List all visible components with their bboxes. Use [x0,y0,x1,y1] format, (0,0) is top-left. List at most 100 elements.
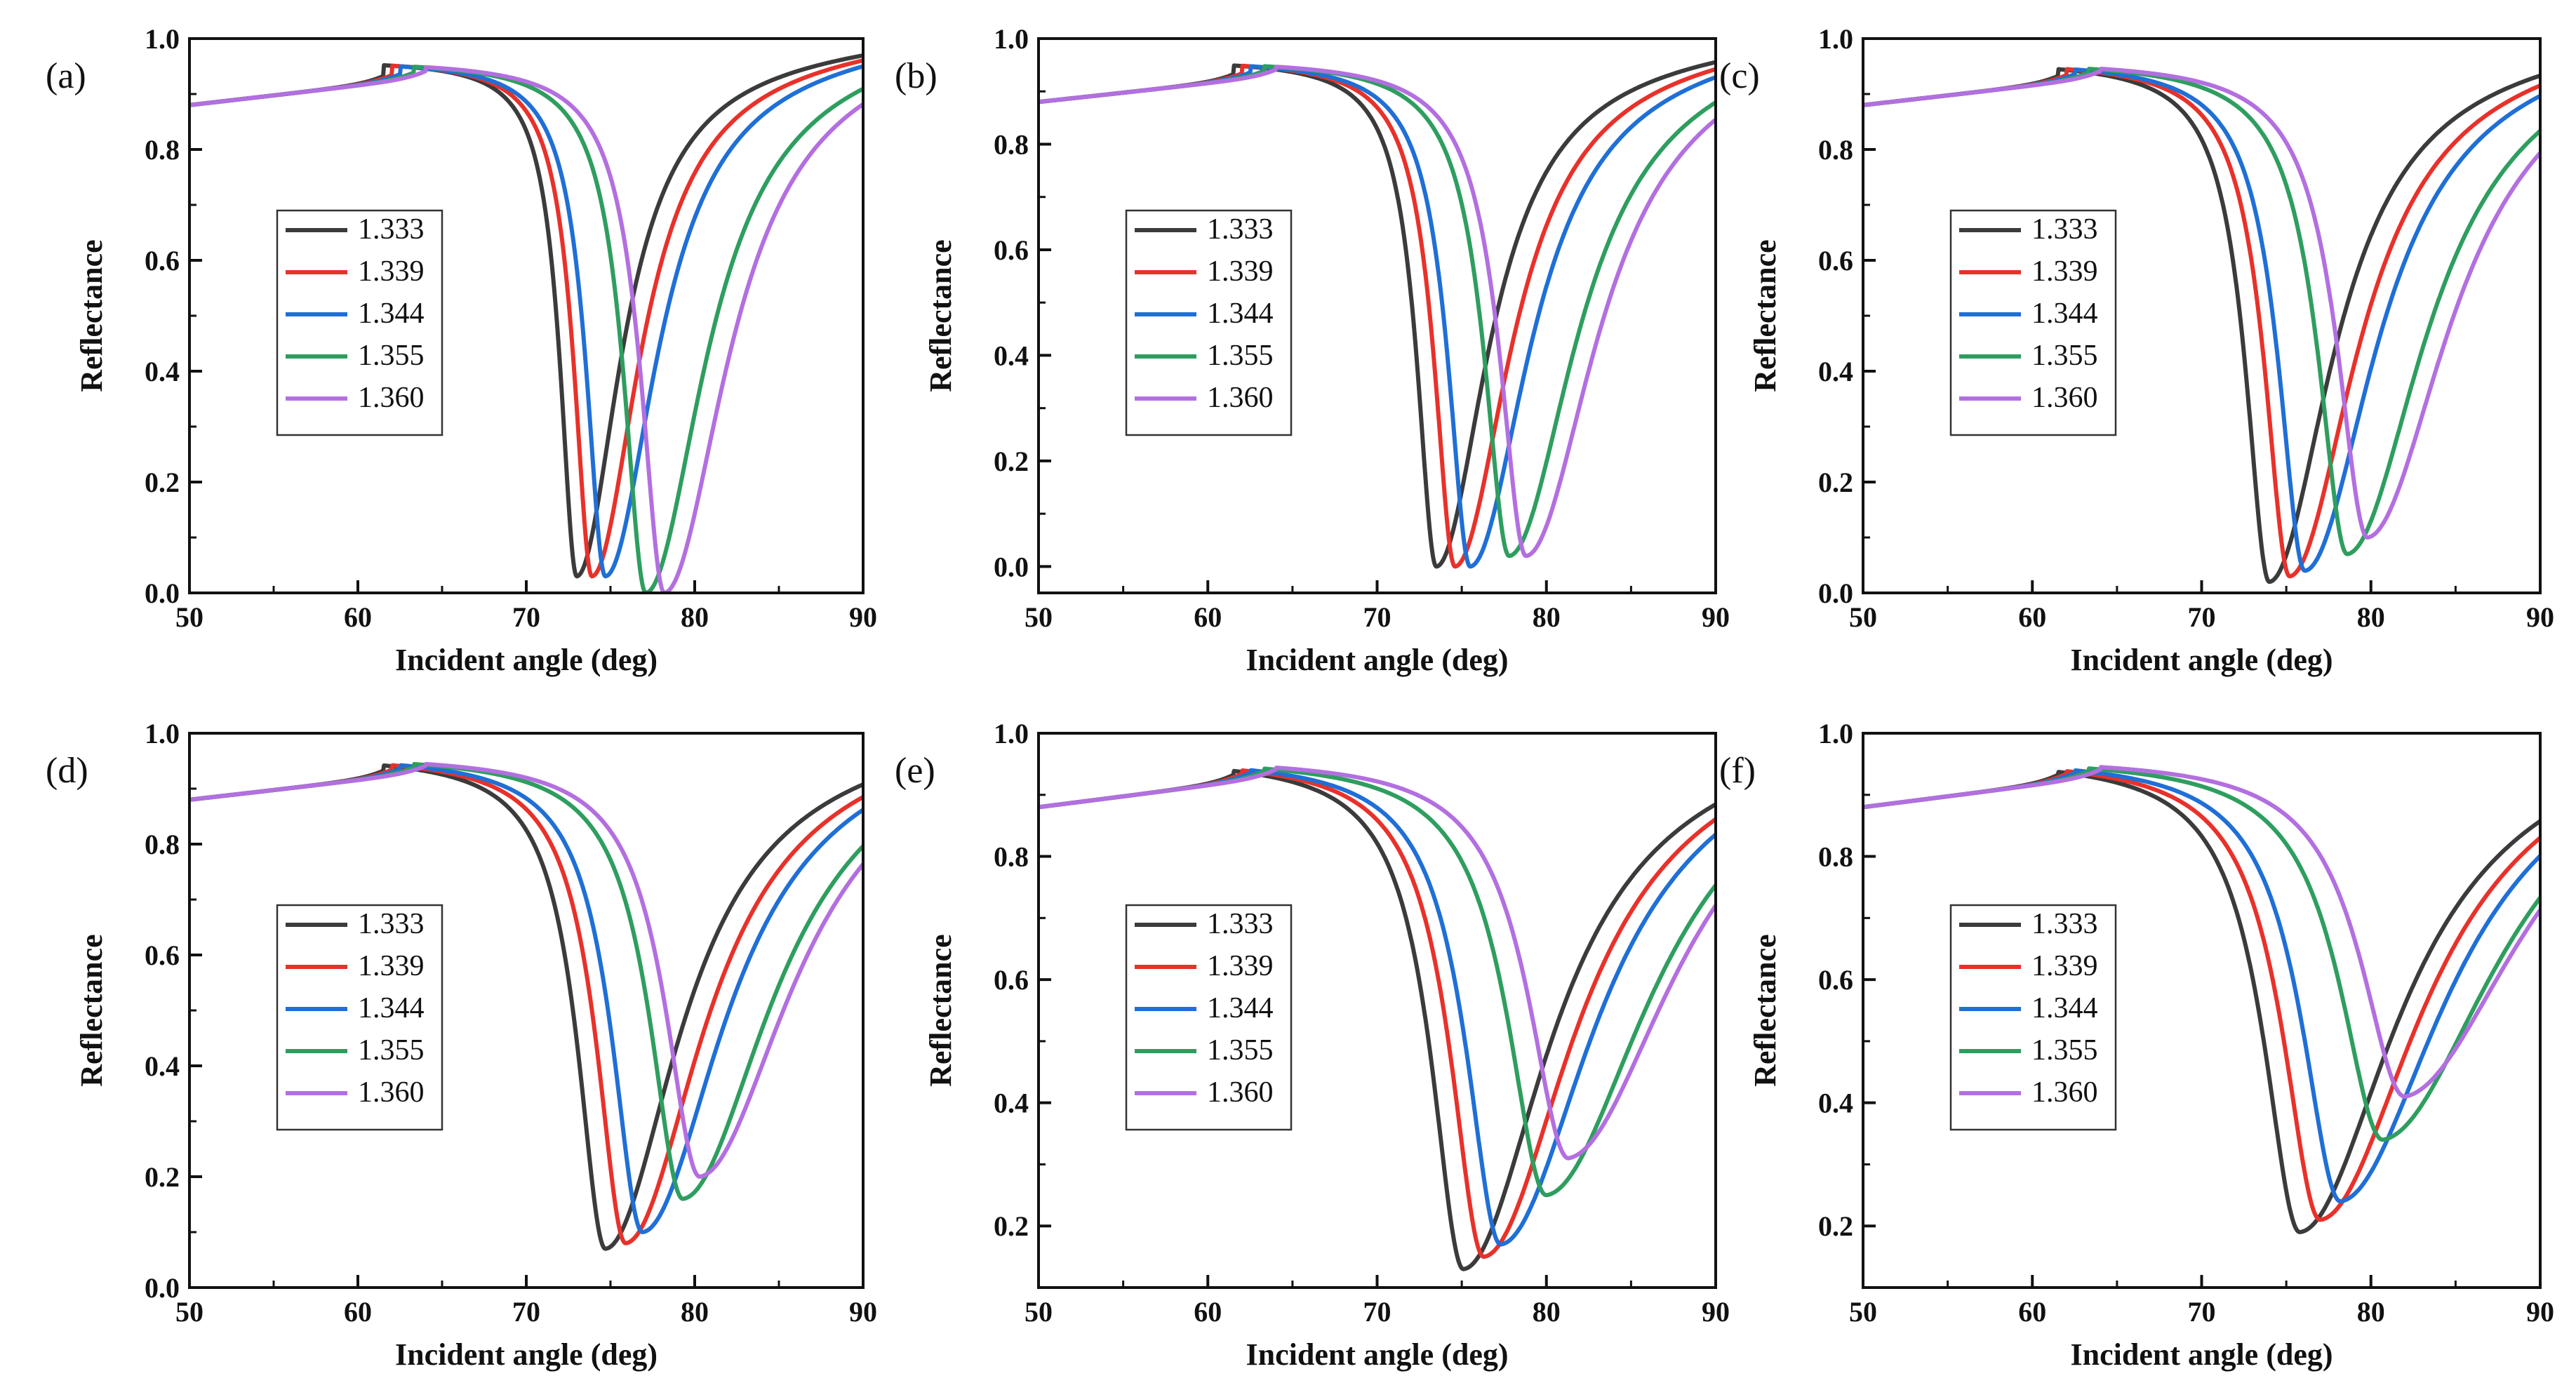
legend: 1.333 1.339 1.344 1.355 1.360 [1125,904,1293,1131]
y-tick-label: 0.0 [1818,577,1853,609]
legend-label: 1.344 [2031,992,2098,1024]
y-tick-label: 0.6 [1818,245,1853,276]
panel-label: (d) [46,751,88,791]
y-tick-label: 1.0 [994,23,1029,55]
x-tick-label: 70 [512,1296,540,1328]
legend-label: 1.360 [1207,1076,1274,1109]
x-axis-title: Incident angle (deg) [395,1337,658,1372]
y-tick-label: 1.0 [145,718,180,749]
y-tick-label: 0.4 [994,340,1029,371]
series-line-1.360 [189,65,863,593]
series-line-1.360 [1863,765,2540,1099]
legend-label: 1.339 [2031,950,2098,982]
legend-label: 1.333 [358,908,425,940]
legend: 1.333 1.339 1.344 1.355 1.360 [1125,209,1293,436]
series-line-1.360 [1039,766,1716,1161]
legend-label: 1.355 [1207,1034,1274,1067]
y-tick-label: 0.2 [994,446,1029,477]
legend-label: 1.360 [358,382,425,414]
legend-label: 1.344 [358,298,425,330]
chart-panel: 50 60 70 80 90 0.0 0.2 0.4 0.6 0.8 1.0 Incident ang… [895,23,1730,677]
x-tick-label: 60 [1194,601,1222,633]
x-tick-label: 50 [1849,601,1877,633]
x-tick-label: 90 [1702,1296,1730,1328]
legend-label: 1.333 [2031,213,2098,246]
chart-panel: 50 60 70 80 90 0.0 0.2 0.4 0.6 0.8 1.0 Incident ang… [46,23,877,677]
legend-label: 1.344 [2031,298,2098,330]
y-tick-label: 0.2 [145,467,180,498]
legend: 1.333 1.339 1.344 1.355 1.360 [276,904,443,1131]
x-tick-label: 50 [1025,601,1053,633]
x-tick-label: 60 [1194,1296,1222,1328]
x-axis-title: Incident angle (deg) [1246,643,1509,677]
x-tick-label: 60 [344,601,372,633]
legend-label: 1.360 [358,1076,425,1109]
x-tick-label: 60 [2018,1296,2046,1328]
y-tick-label: 1.0 [994,718,1029,749]
y-tick-label: 0.2 [145,1161,180,1193]
legend-label: 1.333 [1207,213,1274,246]
y-axis-title: Reflectance [923,934,958,1086]
x-axis-title: Incident angle (deg) [2071,643,2333,677]
x-tick-label: 80 [681,1296,709,1328]
x-tick-label: 60 [344,1296,372,1328]
legend-label: 1.360 [1207,382,1274,414]
x-tick-label: 50 [1849,1296,1877,1328]
x-tick-label: 80 [2357,601,2385,633]
series-line-1.360 [1039,65,1716,559]
x-tick-label: 90 [2526,1296,2554,1328]
y-tick-label: 0.2 [994,1210,1029,1242]
y-tick-label: 0.4 [145,1050,180,1082]
x-tick-label: 80 [1533,1296,1561,1328]
y-tick-label: 0.8 [1818,841,1853,873]
y-tick-label: 1.0 [145,23,180,55]
y-tick-label: 0.6 [1818,964,1853,996]
panel-label: (e) [895,751,935,791]
x-tick-label: 60 [2018,601,2046,633]
y-axis-title: Reflectance [1748,934,1782,1086]
x-tick-label: 90 [1702,601,1730,633]
legend-label: 1.355 [2031,1034,2098,1067]
x-axis-title: Incident angle (deg) [2071,1337,2333,1372]
legend-label: 1.333 [1207,908,1274,940]
y-axis-title: Reflectance [923,239,958,392]
y-tick-label: 0.6 [994,964,1029,996]
legend-label: 1.355 [358,1034,425,1067]
panel-label: (c) [1719,56,1760,96]
y-tick-label: 0.8 [994,128,1029,160]
y-tick-label: 0.0 [994,551,1029,582]
y-tick-label: 0.4 [145,356,180,387]
y-tick-label: 0.8 [994,841,1029,873]
x-tick-label: 90 [2526,601,2554,633]
y-tick-label: 0.6 [145,245,180,276]
x-axis-title: Incident angle (deg) [1246,1337,1509,1372]
x-tick-label: 80 [1533,601,1561,633]
legend-label: 1.355 [1207,340,1274,372]
x-axis-title: Incident angle (deg) [395,643,658,677]
legend-label: 1.360 [2031,1076,2098,1109]
x-tick-label: 70 [1363,1296,1392,1328]
x-tick-label: 90 [849,601,877,633]
legend-label: 1.339 [1207,950,1274,982]
y-tick-label: 0.2 [1818,467,1853,498]
x-tick-label: 50 [1025,1296,1053,1328]
legend-label: 1.333 [358,213,425,246]
y-tick-label: 0.4 [1818,1088,1853,1119]
chart-panel: 50 60 70 80 90 0.2 0.4 0.6 0.8 1.0 Incident angle … [1719,718,2554,1372]
legend-label: 1.355 [358,340,425,372]
panel-label: (a) [46,56,86,96]
legend-label: 1.339 [358,950,425,982]
series-line-1.360 [1863,67,2540,540]
y-tick-label: 1.0 [1818,23,1853,55]
legend-label: 1.344 [1207,298,1274,330]
legend: 1.333 1.339 1.344 1.355 1.360 [1949,209,2117,436]
y-tick-label: 0.0 [145,1272,180,1304]
panel-label: (f) [1719,751,1756,791]
legend-label: 1.360 [2031,382,2098,414]
x-tick-label: 80 [2357,1296,2385,1328]
y-axis-title: Reflectance [1748,239,1782,392]
y-tick-label: 0.0 [145,577,180,609]
legend-label: 1.339 [358,255,425,288]
y-tick-label: 0.6 [994,234,1029,266]
chart-panel: 50 60 70 80 90 0.2 0.4 0.6 0.8 1.0 Incident angle … [895,718,1730,1372]
